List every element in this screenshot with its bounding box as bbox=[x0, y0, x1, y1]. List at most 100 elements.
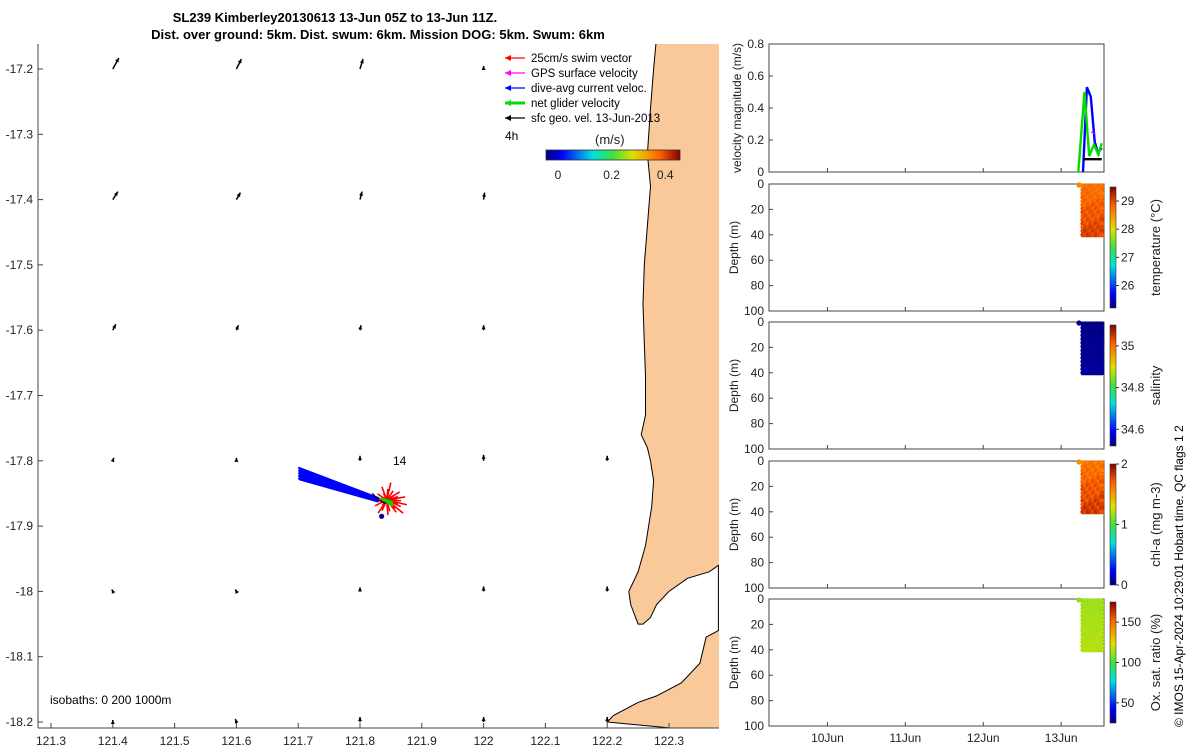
panel-ytick-label: 100 bbox=[744, 719, 764, 733]
colorbar-label: Ox. sat. ratio (%) bbox=[1148, 614, 1163, 712]
geo-vector-head bbox=[234, 719, 239, 724]
velocity-series-line bbox=[1090, 131, 1096, 135]
colorbar-unit: (m/s) bbox=[595, 132, 625, 147]
geo-vector-head bbox=[358, 717, 362, 722]
colorbar-tick-label: 28 bbox=[1121, 222, 1135, 236]
profile-sample-point bbox=[1099, 624, 1105, 630]
geo-vector-head bbox=[481, 454, 486, 459]
profile-sample-point bbox=[1099, 194, 1105, 200]
profile-sample-point bbox=[1099, 336, 1105, 342]
panel-ylabel: Depth (m) bbox=[727, 221, 741, 274]
map-xtick-label: 121.4 bbox=[98, 734, 128, 748]
map-panel: 121.3 121.4 121.5 121.6 121.7 121.8 121.9 122 12… bbox=[6, 44, 719, 748]
glider-end-point bbox=[379, 513, 385, 519]
geo-velocity-vectors bbox=[110, 57, 610, 725]
geo-vector-head bbox=[234, 457, 239, 462]
panel-ytick-label: 60 bbox=[751, 253, 765, 267]
colorbar-label: chl-a (mg m-3) bbox=[1148, 482, 1163, 567]
profile-sample-point bbox=[1099, 198, 1105, 204]
map-xtick-label: 122.3 bbox=[654, 734, 684, 748]
geo-vector-head bbox=[358, 325, 363, 330]
panel-ylabel: Depth (m) bbox=[727, 636, 741, 689]
panel-ytick-label: 100 bbox=[744, 442, 764, 456]
profile-sample-point bbox=[1099, 467, 1105, 474]
geo-vector-head bbox=[110, 720, 115, 725]
profile-sample-point bbox=[1099, 647, 1105, 653]
profile-sample-point bbox=[1099, 232, 1105, 238]
figure-title-line2: Dist. over ground: 5km. Dist. swum: 6km.… bbox=[151, 27, 605, 42]
panel-ytick-label: 0 bbox=[757, 177, 764, 191]
geo-vector-head bbox=[111, 589, 116, 594]
profile-sample-point bbox=[1099, 497, 1105, 504]
profile-sample-point bbox=[1099, 635, 1105, 642]
geo-vector-head bbox=[115, 58, 119, 63]
geo-vector-head bbox=[358, 587, 362, 592]
legend-arrow-head bbox=[505, 70, 511, 76]
geo-vector-head bbox=[605, 455, 610, 460]
panel-ytick-label: 80 bbox=[751, 556, 765, 570]
panel-ytick-label: 40 bbox=[751, 505, 765, 519]
panel-colorbar bbox=[1109, 463, 1117, 586]
velocity-series-line bbox=[1077, 91, 1103, 173]
geo-vector-head bbox=[359, 59, 364, 64]
profile-sample-point bbox=[1099, 183, 1105, 189]
geo-vector-head bbox=[605, 586, 610, 591]
panel-ytick-label: 100 bbox=[744, 304, 764, 318]
panel-frame bbox=[768, 43, 1105, 173]
speed-colorbar bbox=[545, 149, 681, 161]
panel-xtick-label: 12Jun bbox=[967, 731, 1000, 745]
colorbar-tick-label: 34.8 bbox=[1121, 381, 1145, 395]
glider-track bbox=[297, 466, 408, 519]
profile-sample-point bbox=[1099, 486, 1105, 492]
profile-sample-point bbox=[1099, 343, 1105, 350]
profile-sample-point bbox=[1099, 475, 1105, 481]
map-xtick-label: 121.8 bbox=[345, 734, 375, 748]
map-ytick-label: -17.5 bbox=[6, 258, 34, 272]
profile-sample-point bbox=[1076, 459, 1082, 465]
profile-sample-point bbox=[1099, 490, 1105, 496]
geo-vector-head bbox=[235, 325, 239, 330]
geo-vector-head bbox=[605, 717, 610, 722]
profile-sample-point bbox=[1099, 351, 1105, 357]
panel-salinity: 0 20 40 60 80 100 Depth (m) 34.6 34.8 35 salinity bbox=[727, 315, 1163, 456]
net-glider-vector bbox=[380, 497, 394, 507]
profile-sample-point bbox=[1099, 602, 1105, 608]
profile-sample-point bbox=[1099, 209, 1105, 215]
geo-vector-head bbox=[358, 455, 362, 460]
colorbar-tick-label: 2 bbox=[1121, 457, 1128, 471]
panel-ylabel: Depth (m) bbox=[727, 498, 741, 551]
legend-arrow-head bbox=[505, 115, 511, 121]
profile-sample-point bbox=[1099, 217, 1105, 223]
colorbar-tick-label: 29 bbox=[1121, 194, 1135, 208]
panel-ytick-label: 20 bbox=[751, 479, 765, 493]
land-polygon bbox=[606, 44, 719, 728]
map-ytick-label: -18.2 bbox=[6, 715, 34, 729]
profile-sample-point bbox=[1099, 613, 1105, 619]
map-ytick-label: -17.2 bbox=[6, 62, 34, 76]
panel-ytick-label: 40 bbox=[751, 643, 765, 657]
profile-sample-point bbox=[1076, 597, 1082, 603]
panel-ytick-label: 0.2 bbox=[747, 133, 764, 147]
profile-sample-point bbox=[1099, 205, 1105, 212]
profile-sample-point bbox=[1099, 340, 1105, 346]
profile-sample-point bbox=[1099, 362, 1105, 368]
panel-frame bbox=[768, 183, 1105, 312]
colorbar-tick-label: 1 bbox=[1121, 518, 1128, 532]
swim-vector bbox=[385, 488, 389, 501]
colorbar-tick-label: 35 bbox=[1121, 339, 1135, 353]
profile-sample-point bbox=[1099, 370, 1105, 376]
colorbar-tick-label: 0 bbox=[1121, 578, 1128, 592]
geo-vector-head bbox=[359, 191, 363, 197]
panel-ytick-label: 60 bbox=[751, 391, 765, 405]
geo-vector-head bbox=[482, 192, 486, 197]
profile-sample-point bbox=[1099, 321, 1105, 327]
profile-sample-point bbox=[1099, 494, 1105, 500]
profile-sample-point bbox=[1099, 609, 1105, 615]
colorbar-tick-label: 27 bbox=[1121, 250, 1135, 264]
dive-avg-vector bbox=[298, 478, 379, 503]
profile-sample-point bbox=[1099, 213, 1105, 219]
panel-ytick-label: 60 bbox=[751, 530, 765, 544]
map-xtick-label: 122.1 bbox=[530, 734, 560, 748]
